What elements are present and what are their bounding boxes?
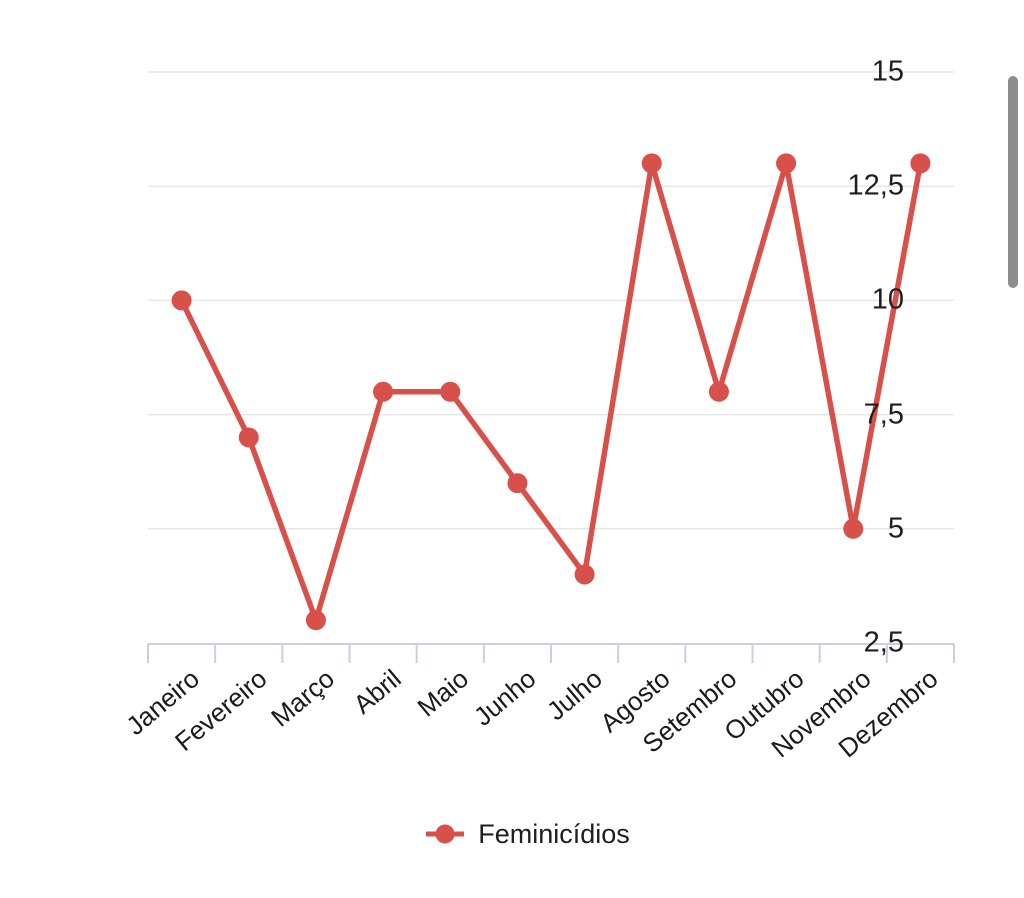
data-point-marker — [507, 473, 528, 494]
data-point-marker — [238, 427, 259, 448]
legend: Feminicídios — [0, 812, 1024, 856]
data-point-marker — [574, 564, 595, 585]
data-point-marker — [641, 153, 662, 174]
y-axis-label: 5 — [887, 512, 904, 545]
data-point-marker — [708, 381, 729, 402]
y-axis-label: 7,5 — [863, 398, 904, 431]
y-axis-label: 12,5 — [847, 169, 904, 202]
y-axis-label: 2,5 — [863, 626, 904, 659]
data-point-marker — [776, 153, 797, 174]
series-line — [178, 160, 924, 623]
y-axis-label: 10 — [871, 283, 904, 316]
legend-label: Feminicídios — [478, 818, 630, 849]
vertical-scrollbar-thumb[interactable] — [1008, 76, 1018, 288]
data-point-marker — [373, 381, 394, 402]
data-point-marker — [843, 518, 864, 539]
data-point-marker — [440, 381, 461, 402]
data-point-marker — [171, 290, 192, 311]
data-point-marker — [305, 610, 326, 631]
y-axis-label: 15 — [871, 55, 904, 88]
legend-series-marker-icon — [426, 824, 465, 844]
data-point-marker — [910, 153, 931, 174]
